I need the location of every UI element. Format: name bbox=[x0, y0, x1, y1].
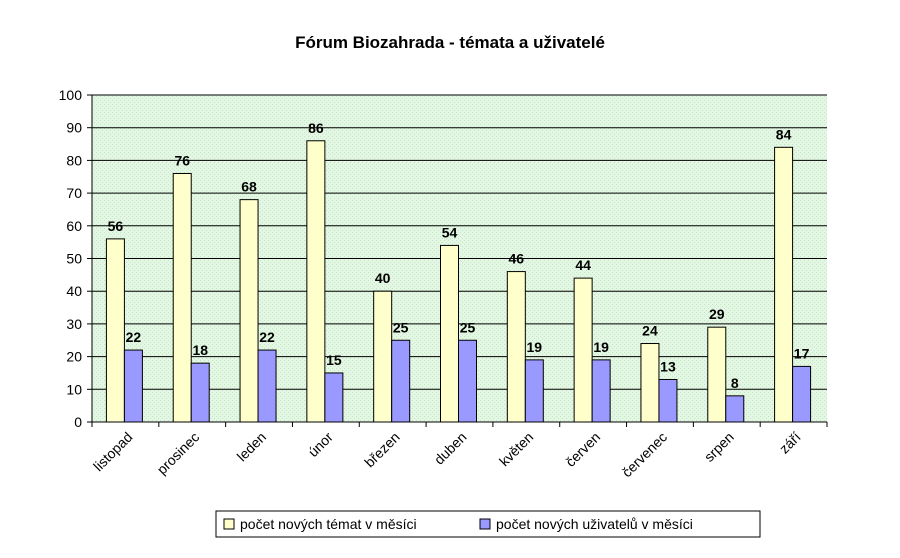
bar bbox=[524, 359, 544, 423]
x-tick-label: duben bbox=[431, 429, 470, 468]
bar bbox=[373, 290, 393, 423]
bar bbox=[324, 372, 344, 423]
data-label: 54 bbox=[442, 224, 458, 240]
bar bbox=[792, 365, 812, 423]
legend-label: počet nových témat v měsíci bbox=[240, 516, 417, 532]
y-tick-label: 80 bbox=[66, 152, 82, 168]
bar bbox=[458, 339, 477, 423]
x-tick-label: leden bbox=[234, 429, 270, 465]
bars: 56 22 76 18 68 22 86 15 40 25 54 25 46 19 44 19 24 13 29 8 8… bbox=[105, 120, 812, 423]
x-axis: listopad prosinec leden únor březen duben květ… bbox=[90, 421, 828, 480]
x-tick-label: květen bbox=[496, 429, 536, 469]
data-label: 84 bbox=[776, 126, 792, 142]
bar bbox=[172, 172, 192, 423]
data-label: 40 bbox=[375, 270, 391, 286]
bar bbox=[506, 271, 526, 423]
data-label: 25 bbox=[460, 319, 476, 335]
bar bbox=[440, 244, 459, 423]
bar bbox=[640, 343, 660, 423]
y-axis: 0 10 20 30 40 50 60 70 80 90 100 bbox=[59, 87, 93, 430]
data-label: 24 bbox=[642, 323, 658, 339]
bar bbox=[123, 349, 143, 423]
data-label: 17 bbox=[794, 345, 810, 361]
bar bbox=[239, 199, 259, 423]
bar bbox=[306, 140, 326, 423]
legend: počet nových témat v měsíci počet nových … bbox=[215, 510, 761, 538]
x-tick-label: červen bbox=[562, 429, 603, 470]
data-label: 29 bbox=[709, 306, 725, 322]
data-label: 22 bbox=[126, 329, 142, 345]
data-label: 8 bbox=[731, 375, 739, 391]
bar bbox=[658, 378, 678, 423]
x-tick-label: únor bbox=[305, 429, 336, 460]
data-label: 46 bbox=[509, 251, 525, 267]
x-tick-label: září bbox=[776, 429, 804, 457]
data-label: 19 bbox=[593, 339, 609, 355]
x-tick-label: červenec bbox=[619, 429, 670, 480]
bar bbox=[774, 146, 794, 423]
legend-label: počet nových uživatelů v měsíci bbox=[496, 516, 693, 532]
y-tick-label: 20 bbox=[66, 349, 82, 365]
data-label: 25 bbox=[393, 319, 409, 335]
bar bbox=[573, 277, 593, 423]
y-tick-label: 0 bbox=[74, 414, 82, 430]
data-label: 13 bbox=[660, 358, 676, 374]
data-label: 22 bbox=[259, 329, 275, 345]
bar bbox=[190, 362, 210, 423]
y-tick-label: 50 bbox=[66, 251, 82, 267]
y-tick-label: 90 bbox=[66, 120, 82, 136]
y-tick-label: 40 bbox=[66, 283, 82, 299]
x-tick-label: srpen bbox=[701, 429, 737, 465]
data-label: 44 bbox=[575, 257, 591, 273]
legend-swatch bbox=[223, 518, 235, 530]
bar bbox=[707, 326, 727, 423]
data-label: 86 bbox=[308, 120, 324, 136]
y-tick-label: 10 bbox=[66, 381, 82, 397]
data-label: 18 bbox=[192, 342, 208, 358]
chart-title: Fórum Biozahrada - témata a uživatelé bbox=[295, 33, 605, 52]
y-tick-label: 70 bbox=[66, 185, 82, 201]
data-label: 68 bbox=[241, 179, 257, 195]
y-tick-label: 30 bbox=[66, 316, 82, 332]
bar bbox=[591, 359, 611, 423]
data-label: 56 bbox=[108, 218, 124, 234]
data-label: 19 bbox=[527, 339, 543, 355]
y-tick-label: 60 bbox=[66, 218, 82, 234]
data-label: 15 bbox=[326, 352, 342, 368]
x-tick-label: březen bbox=[361, 429, 403, 471]
x-tick-label: listopad bbox=[90, 429, 135, 474]
bar bbox=[105, 238, 125, 423]
y-tick-label: 100 bbox=[59, 87, 83, 103]
x-tick-label: prosinec bbox=[154, 429, 203, 478]
bar bbox=[725, 395, 745, 423]
bar bbox=[257, 349, 277, 423]
legend-swatch bbox=[479, 518, 491, 530]
bar bbox=[391, 339, 411, 423]
data-label: 76 bbox=[174, 152, 190, 168]
